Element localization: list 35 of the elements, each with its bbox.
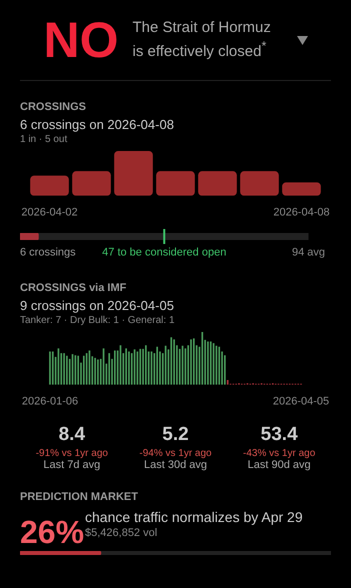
x-tick-label: 47 to be considered open [102, 246, 226, 259]
x-tick-label: 94 avg [292, 246, 325, 259]
text: Tanker: 7 · Dry Bulk: 1 · General: 1 [20, 315, 176, 326]
text: chance traffic normalizes by Apr 29 [85, 509, 303, 525]
text: -91% vs 1yr ago [34, 448, 109, 459]
chart-title: CROSSINGS via IMF [20, 282, 128, 294]
chart-subtitle: 9 crossings on 2026-04-05 [20, 298, 175, 313]
text: The Strait of Hormuz is effectively closed$^{*}$ [132, 19, 272, 61]
text: Last 30d avg [142, 459, 208, 471]
bar [282, 182, 321, 196]
text: Last 90d avg [246, 459, 312, 471]
x-tick-label: 2026-04-08 [273, 206, 330, 218]
bar [156, 171, 195, 196]
text: 8.4 [58, 424, 86, 446]
bar [114, 151, 153, 196]
chart-title: CROSSINGS [20, 101, 88, 113]
x-tick-label: 2026-01-06 [22, 395, 78, 408]
text: 53.4 [260, 424, 299, 446]
chart-subtitle: 6 crossings on 2026-04-08 [20, 117, 175, 132]
data-label: 26% [20, 514, 84, 550]
text: $5,426,852 vol [85, 527, 158, 539]
bar [198, 171, 237, 196]
text: NO [44, 12, 118, 68]
text: 5.2 [161, 424, 190, 446]
x-tick-label: 2026-04-05 [272, 395, 330, 408]
bar [72, 171, 111, 196]
text: PREDICTION MARKET [20, 491, 139, 503]
x-tick-label: 2026-04-02 [21, 206, 78, 218]
text: 1 in · 5 out [20, 134, 68, 145]
bar [30, 176, 69, 196]
text: -94% vs 1yr ago [138, 448, 213, 459]
text: 6 crossings [20, 246, 76, 259]
text: Last 7d avg [42, 459, 102, 471]
bar [240, 171, 279, 196]
text: -43% vs 1yr ago [242, 448, 316, 459]
